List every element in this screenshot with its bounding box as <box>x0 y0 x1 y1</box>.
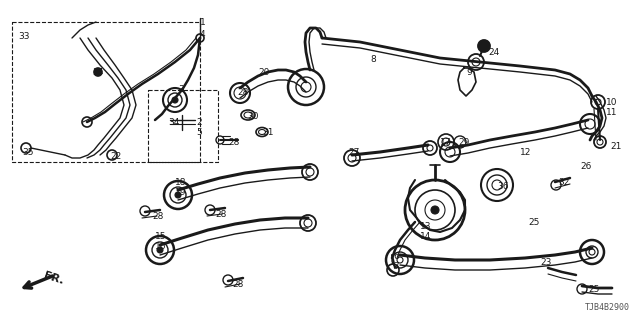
Text: 28: 28 <box>215 210 227 219</box>
Text: 17: 17 <box>440 138 451 147</box>
Text: 20: 20 <box>258 68 269 77</box>
Text: 25: 25 <box>588 285 600 294</box>
Text: 27: 27 <box>348 148 360 157</box>
Text: 28: 28 <box>237 88 248 97</box>
Circle shape <box>172 97 178 103</box>
Bar <box>148 90 218 162</box>
Text: 5: 5 <box>196 128 202 137</box>
Text: 1: 1 <box>200 18 205 27</box>
Text: 15: 15 <box>155 232 166 241</box>
Text: 28: 28 <box>232 280 243 289</box>
Text: 18: 18 <box>175 178 186 187</box>
Text: 31: 31 <box>262 128 273 137</box>
Circle shape <box>478 40 490 52</box>
Text: 3: 3 <box>178 85 184 94</box>
Text: TJB4B2900: TJB4B2900 <box>585 303 630 312</box>
Text: 13: 13 <box>420 222 431 231</box>
Text: 34: 34 <box>168 118 179 127</box>
Circle shape <box>157 247 163 253</box>
Bar <box>12 22 200 162</box>
Circle shape <box>431 206 439 214</box>
Text: 24: 24 <box>488 48 499 57</box>
Text: 28: 28 <box>152 212 163 221</box>
Text: 21: 21 <box>610 142 621 151</box>
Circle shape <box>175 192 181 198</box>
Text: 4: 4 <box>200 30 205 39</box>
Text: 22: 22 <box>110 152 121 161</box>
Text: 30: 30 <box>247 112 259 121</box>
Text: 7: 7 <box>393 262 399 271</box>
Text: 28: 28 <box>228 138 239 147</box>
Text: 25: 25 <box>528 218 540 227</box>
Text: 8: 8 <box>370 55 376 64</box>
Text: 32: 32 <box>558 178 570 187</box>
Text: 14: 14 <box>420 232 431 241</box>
Text: 6: 6 <box>393 252 399 261</box>
Text: 29: 29 <box>458 138 469 147</box>
Text: 33: 33 <box>18 32 29 41</box>
Text: 9: 9 <box>466 68 472 77</box>
Text: FR.: FR. <box>42 270 65 286</box>
Text: 19: 19 <box>175 188 186 197</box>
Text: 34: 34 <box>92 68 104 77</box>
Text: 12: 12 <box>520 148 531 157</box>
Text: 26: 26 <box>580 162 591 171</box>
Text: 23: 23 <box>540 258 552 267</box>
Text: 10: 10 <box>606 98 618 107</box>
Circle shape <box>94 68 102 76</box>
Text: 35: 35 <box>22 148 33 157</box>
Text: 16: 16 <box>155 242 166 251</box>
Text: 2: 2 <box>196 118 202 127</box>
Text: 11: 11 <box>606 108 618 117</box>
Text: 36: 36 <box>497 182 509 191</box>
